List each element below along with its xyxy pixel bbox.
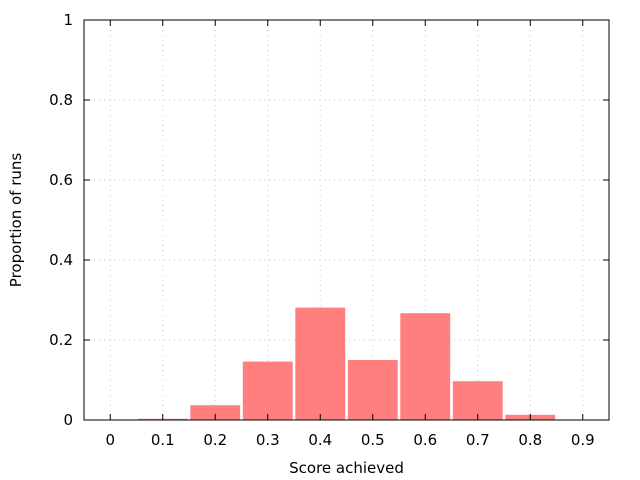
x-tick-label: 0.5 <box>361 431 385 449</box>
histogram-bar <box>452 381 503 420</box>
y-tick-label: 0.4 <box>49 251 73 269</box>
x-axis-label: Score achieved <box>289 459 404 477</box>
x-tick-labels: 0 0.1 0.2 0.3 0.4 0.5 0.6 0.7 0.8 0.9 <box>105 431 594 449</box>
y-tick-labels: 0 0.2 0.4 0.6 0.8 1 <box>49 11 73 429</box>
y-tick-label: 1 <box>63 11 73 29</box>
histogram-bar <box>190 405 241 420</box>
y-tick-label: 0.8 <box>49 91 73 109</box>
x-tick-label: 0.8 <box>518 431 542 449</box>
x-tick-label: 0.2 <box>203 431 227 449</box>
y-tick-label: 0 <box>63 411 73 429</box>
plot-frame <box>83 19 610 421</box>
axis-ticks <box>84 19 609 421</box>
x-tick-label: 0 <box>105 431 115 449</box>
histogram-bar <box>242 361 293 420</box>
x-tick-label: 0.1 <box>151 431 175 449</box>
x-tick-label: 0.7 <box>466 431 490 449</box>
y-axis-label: Proportion of runs <box>7 153 25 288</box>
x-tick-label: 0.6 <box>413 431 437 449</box>
grid-lines <box>84 19 609 421</box>
y-tick-label: 0.2 <box>49 331 73 349</box>
histogram-bar <box>295 307 346 420</box>
y-tick-label: 0.6 <box>49 171 73 189</box>
histogram-bar <box>347 360 398 420</box>
bars <box>137 307 556 420</box>
x-tick-label: 0.9 <box>571 431 595 449</box>
histogram-bar <box>400 313 451 420</box>
x-tick-label: 0.4 <box>308 431 332 449</box>
x-tick-label: 0.3 <box>256 431 280 449</box>
